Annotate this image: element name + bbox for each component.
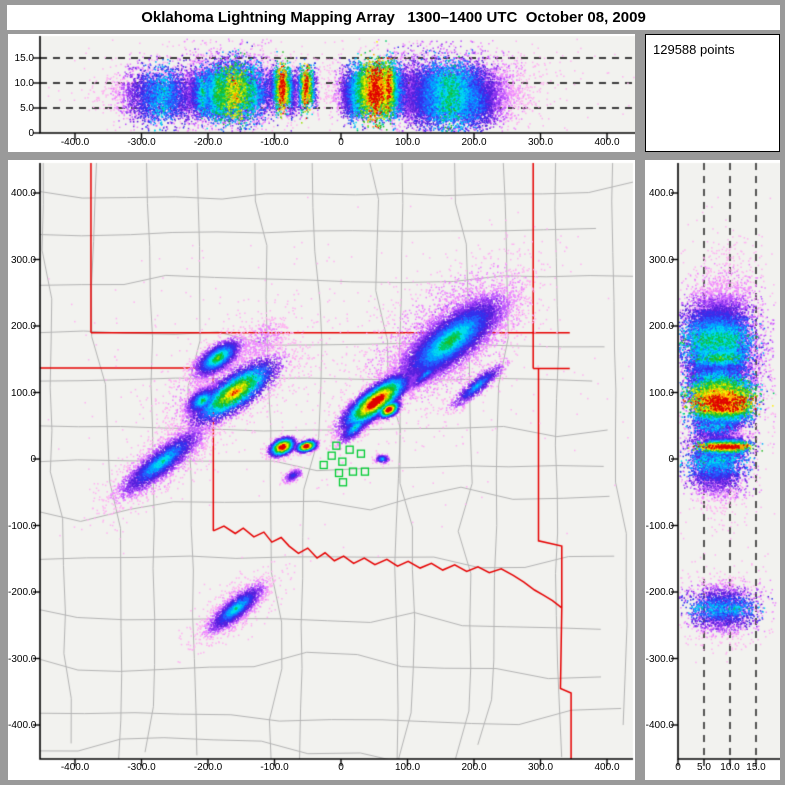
tick-label: 15.0 (746, 762, 766, 773)
tick-label: -400.0 (8, 720, 37, 731)
tick-label: 300.0 (648, 254, 674, 266)
ew-altitude-cross-section-panel: 15.0 10.0 5.0 0 -400.0 -300.0 -200.0 -100.0 0 100… (8, 34, 635, 152)
tick-label: -200.0 (645, 587, 674, 598)
tick-label: 200.0 (461, 762, 487, 773)
tick-label: 5.0 (697, 762, 711, 773)
points-count-label: 129588 points (653, 42, 735, 57)
tick-label: 100.0 (394, 137, 421, 148)
tick-label: 5.0 (20, 103, 34, 114)
tick-label: 0 (675, 762, 681, 773)
tick-label: -300.0 (8, 653, 37, 665)
tick-label: 400.0 (648, 188, 674, 199)
ns-altitude-cross-section-panel: 400.0 300.0 200.0 100.0 0 -100.0 -200.0 -300.0 -… (645, 160, 780, 780)
tick-label: 400.0 (594, 137, 620, 148)
tick-label: 100.0 (394, 762, 421, 773)
tick-label: -400.0 (60, 762, 90, 773)
tick-label: -100.0 (260, 137, 289, 148)
tick-label: 300.0 (527, 137, 554, 148)
tick-label: 10.0 (14, 78, 34, 89)
tick-label: -300.0 (127, 762, 156, 773)
tick-label: -100.0 (645, 520, 674, 532)
tick-label: -400.0 (645, 720, 674, 731)
window-title: Oklahoma Lightning Mapping Array 1300–14… (7, 5, 780, 30)
tick-label: 0 (338, 762, 344, 773)
tick-label: -100.0 (260, 762, 289, 773)
ew-cross-section-plot[interactable] (8, 34, 635, 152)
tick-label: -100.0 (8, 520, 37, 532)
tick-label: 0 (28, 128, 34, 139)
tick-label: 200.0 (648, 321, 674, 332)
tick-label: -200.0 (8, 587, 37, 598)
tick-label: 10.0 (720, 762, 740, 773)
tick-label: 200.0 (10, 321, 36, 332)
plan-view-map-panel: 400.0 300.0 200.0 100.0 0 -100.0 -200.0 -300.0 -… (8, 160, 635, 780)
tick-label: 0 (30, 454, 36, 465)
tick-label: 200.0 (461, 137, 487, 148)
tick-label: -200.0 (193, 762, 223, 773)
tick-label: 0 (668, 454, 674, 465)
tick-label: -200.0 (193, 137, 223, 148)
tick-label: 400.0 (594, 762, 620, 773)
ns-cross-section-plot[interactable] (645, 160, 780, 780)
tick-label: 15.0 (14, 53, 34, 64)
tick-label: 0 (338, 137, 344, 148)
tick-label: -300.0 (127, 137, 156, 148)
points-counter-box: 129588 points (645, 34, 780, 152)
tick-label: -400.0 (60, 137, 90, 148)
tick-label: -300.0 (645, 653, 674, 665)
tick-label: 100.0 (648, 387, 674, 399)
tick-label: 100.0 (10, 387, 36, 399)
tick-label: 300.0 (527, 762, 554, 773)
tick-label: 300.0 (10, 254, 36, 266)
plan-view-map-plot[interactable] (8, 160, 635, 780)
tick-label: 400.0 (10, 188, 36, 199)
